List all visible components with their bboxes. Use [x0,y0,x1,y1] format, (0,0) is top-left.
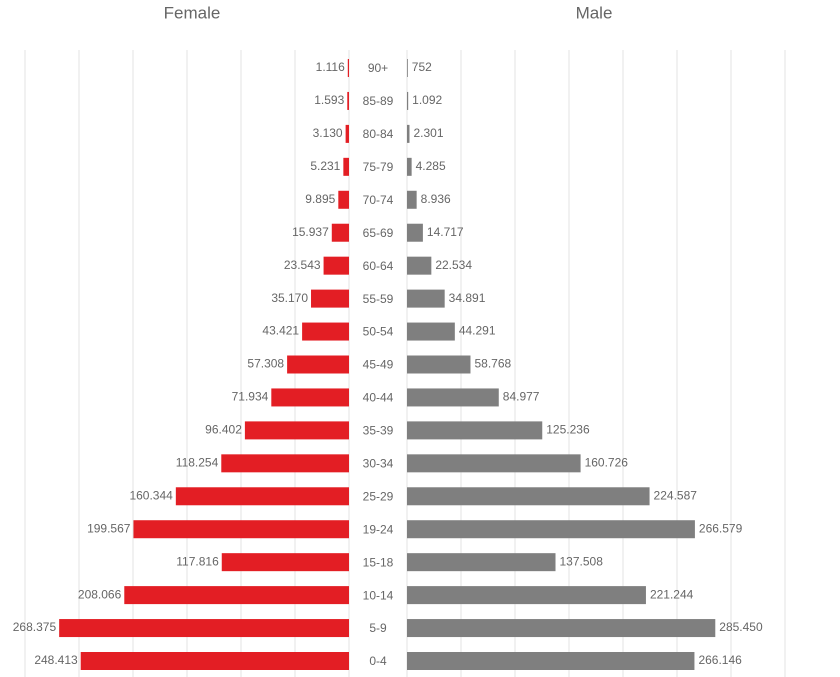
data-label: 96.402 [205,423,242,437]
data-label: 248.413 [34,653,78,667]
bar [407,652,695,670]
bar [407,91,409,110]
bar [124,586,349,605]
data-label: 58.768 [474,357,511,371]
data-label: 118.254 [176,456,219,470]
data-label: 160.344 [129,488,173,502]
bar [175,487,349,506]
data-label: 285.450 [719,620,763,634]
series-title: Male [576,3,613,22]
bar [407,388,499,407]
bar [407,520,695,539]
bar [343,157,349,176]
data-label: 752 [412,60,432,74]
bar [407,553,556,572]
category-label: 45-49 [363,358,394,372]
data-label: 44.291 [459,324,496,338]
bar [407,190,417,209]
data-label: 43.421 [262,324,299,338]
bar [302,322,349,341]
bar [287,355,349,374]
category-label: 19-24 [363,522,394,536]
category-label: 5-9 [369,621,387,635]
data-label: 266.579 [699,521,743,535]
category-label: 65-69 [363,226,394,240]
data-label: 137.508 [560,554,604,568]
bar [347,91,349,110]
data-label: 23.543 [284,258,321,272]
data-label: 1.116 [316,60,345,74]
category-label: 80-84 [363,127,394,141]
category-label: 25-29 [363,489,394,503]
bar [347,59,349,77]
category-label: 55-59 [363,292,394,306]
bar [271,388,349,407]
bar [407,223,423,242]
bar [407,124,410,143]
data-label: 71.934 [232,390,269,404]
category-label: 0-4 [369,654,387,668]
bar [407,256,432,275]
bar [407,487,650,506]
category-label: 10-14 [363,588,394,602]
data-label: 224.587 [654,488,698,502]
bar [345,124,349,143]
bar [407,322,455,341]
bar [407,619,716,638]
data-label: 117.816 [176,554,219,568]
data-label: 1.092 [412,93,442,107]
bar [221,454,349,473]
data-label: 15.937 [292,225,329,239]
data-label: 199.567 [87,521,131,535]
bar [311,289,349,308]
bar [407,586,646,605]
bar [59,619,349,638]
data-label: 125.236 [546,423,590,437]
data-label: 208.066 [78,587,122,601]
bar [407,355,471,374]
data-label: 8.936 [421,192,451,206]
data-label: 57.308 [247,357,284,371]
data-label: 266.146 [698,653,742,667]
series-title: Female [164,3,221,22]
bar [407,421,543,440]
category-label: 70-74 [363,193,394,207]
data-label: 1.593 [314,93,344,107]
bar [407,59,408,77]
data-label: 5.231 [310,159,340,173]
bar [133,520,349,539]
data-label: 160.726 [585,456,629,470]
bar [338,190,349,209]
data-label: 22.534 [435,258,472,272]
data-label: 14.717 [427,225,464,239]
category-label: 50-54 [363,325,394,339]
category-label: 40-44 [363,391,394,405]
bar [80,652,349,670]
category-label: 60-64 [363,259,394,273]
data-label: 2.301 [413,126,443,140]
category-label: 90+ [368,61,388,75]
data-label: 35.170 [271,291,308,305]
category-label: 30-34 [363,457,394,471]
bar [407,454,581,473]
data-label: 3.130 [313,126,343,140]
data-label: 268.375 [13,620,57,634]
bar [407,157,412,176]
bar [331,223,349,242]
category-label: 35-39 [363,424,394,438]
data-label: 4.285 [416,159,446,173]
data-label: 34.891 [449,291,486,305]
category-label: 75-79 [363,160,394,174]
data-label: 9.895 [305,192,335,206]
bar [407,289,445,308]
data-label: 221.244 [650,587,694,601]
data-label: 84.977 [503,390,540,404]
category-label: 15-18 [363,555,394,569]
bar [221,553,349,572]
bar [323,256,349,275]
category-label: 85-89 [363,94,394,108]
bar [244,421,349,440]
